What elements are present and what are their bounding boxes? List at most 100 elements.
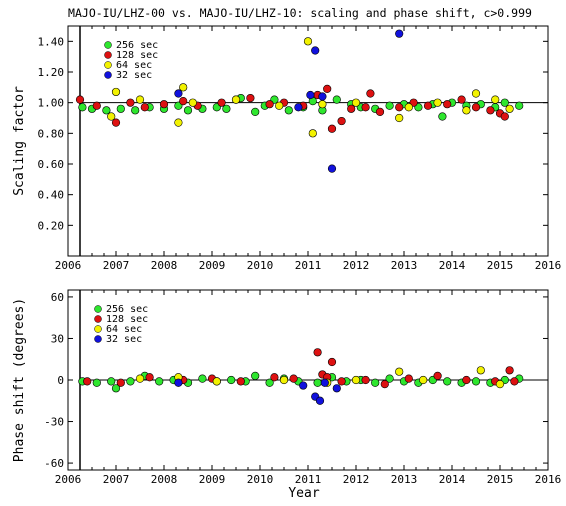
- x-tick-label: 2011: [295, 259, 322, 272]
- data-point-256-sec: [131, 106, 140, 115]
- x-tick-label: 2012: [343, 473, 370, 486]
- data-point-128-sec: [313, 348, 322, 357]
- data-point-128-sec: [217, 98, 226, 107]
- data-point-128-sec: [486, 106, 495, 115]
- legend-label: 256 sec: [116, 40, 158, 51]
- data-point-128-sec: [289, 374, 298, 383]
- x-tick-label: 2014: [439, 473, 466, 486]
- data-point-64-sec: [212, 377, 221, 386]
- data-point-128-sec: [116, 378, 125, 387]
- x-tick-label: 2013: [391, 473, 418, 486]
- data-point-32-sec: [395, 29, 404, 38]
- y-tick-label: 0.80: [38, 127, 65, 140]
- data-point-256-sec: [443, 377, 452, 386]
- data-point-256-sec: [385, 101, 394, 110]
- data-point-256-sec: [111, 384, 121, 393]
- data-point-256-sec: [313, 378, 322, 387]
- data-point-64-sec: [135, 374, 145, 383]
- legend-marker: [94, 335, 102, 343]
- x-tick-label: 2009: [199, 473, 226, 486]
- x-tick-label: 2015: [487, 473, 514, 486]
- data-point-32-sec: [294, 103, 303, 112]
- data-point-128-sec: [505, 366, 514, 375]
- x-tick-label: 2008: [151, 473, 178, 486]
- data-point-256-sec: [371, 378, 380, 387]
- data-point-128-sec: [270, 373, 279, 382]
- x-tick-label: 2010: [247, 259, 274, 272]
- data-point-64-sec: [111, 87, 121, 97]
- data-point-256-sec: [500, 98, 509, 107]
- data-point-256-sec: [385, 374, 394, 383]
- data-point-64-sec: [179, 83, 188, 92]
- data-point-128-sec: [159, 100, 169, 109]
- data-point-256-sec: [92, 378, 101, 387]
- y-tick-label: 1.40: [38, 35, 65, 48]
- x-tick-label: 2010: [247, 473, 274, 486]
- data-point-128-sec: [510, 377, 519, 386]
- y-axis-label: Phase shift (degrees): [12, 298, 27, 462]
- data-point-64-sec: [174, 118, 183, 127]
- legend-label: 64 sec: [116, 60, 152, 71]
- y-tick-label: -30: [44, 416, 64, 429]
- data-point-128-sec: [457, 95, 466, 104]
- data-point-128-sec: [265, 100, 274, 109]
- data-point-64-sec: [419, 375, 428, 385]
- data-point-32-sec: [311, 46, 320, 55]
- legend-marker: [104, 61, 112, 69]
- data-point-32-sec: [315, 396, 325, 405]
- data-point-128-sec: [462, 375, 471, 385]
- data-point-64-sec: [231, 95, 241, 104]
- data-point-256-sec: [438, 112, 447, 121]
- data-point-64-sec: [303, 37, 313, 46]
- y-tick-label: 0.20: [38, 219, 65, 232]
- data-point-256-sec: [78, 103, 87, 112]
- x-tick-label: 2006: [55, 473, 82, 486]
- data-point-256-sec: [222, 104, 231, 113]
- data-point-128-sec: [323, 84, 332, 93]
- x-tick-label: 2012: [343, 259, 370, 272]
- x-axis-label: Year: [288, 486, 319, 501]
- data-point-128-sec: [395, 103, 404, 112]
- x-tick-label: 2013: [391, 259, 418, 272]
- data-point-128-sec: [179, 97, 188, 106]
- x-tick-label: 2006: [55, 259, 82, 272]
- data-point-128-sec: [500, 112, 509, 121]
- data-point-128-sec: [327, 357, 337, 367]
- data-point-64-sec: [318, 100, 327, 109]
- data-point-32-sec: [306, 90, 315, 100]
- y-tick-label: 60: [51, 291, 64, 304]
- data-point-32-sec: [318, 92, 327, 101]
- legend-label: 128 sec: [106, 314, 148, 325]
- data-point-64-sec: [471, 89, 481, 98]
- y-tick-label: 0.60: [38, 158, 65, 171]
- data-point-64-sec: [308, 129, 317, 138]
- x-tick-label: 2014: [439, 259, 466, 272]
- data-point-64-sec: [395, 367, 404, 376]
- phase-shift-panel: 2006 2007 2008 2009 2010 2011 2012 2013 2014 2015…: [12, 289, 561, 486]
- data-point-256-sec: [227, 375, 236, 385]
- data-point-256-sec: [515, 101, 524, 110]
- legend-label: 256 sec: [106, 304, 148, 315]
- data-point-128-sec: [433, 371, 442, 380]
- data-point-64-sec: [505, 104, 514, 113]
- scaling-factor-panel: 2006 2007 2008 2009 2010 2011 2012 2013 2014 2015…: [12, 25, 561, 272]
- data-point-128-sec: [75, 95, 85, 104]
- data-point-128-sec: [361, 375, 370, 385]
- data-point-32-sec: [174, 378, 183, 387]
- legend-label: 64 sec: [106, 324, 142, 335]
- data-point-256-sec: [265, 378, 274, 387]
- data-point-128-sec: [126, 98, 135, 107]
- data-point-64-sec: [188, 98, 197, 107]
- data-point-32-sec: [327, 164, 337, 173]
- data-point-64-sec: [495, 380, 505, 389]
- y-tick-label: 1.00: [38, 97, 65, 110]
- data-point-128-sec: [140, 103, 149, 112]
- y-axis-label: Scaling factor: [12, 86, 27, 196]
- legend-label: 32 sec: [106, 334, 142, 345]
- data-point-32-sec: [332, 384, 341, 393]
- data-point-32-sec: [174, 89, 183, 98]
- legend-marker: [104, 51, 112, 59]
- data-point-128-sec: [327, 124, 337, 133]
- data-point-128-sec: [471, 103, 481, 112]
